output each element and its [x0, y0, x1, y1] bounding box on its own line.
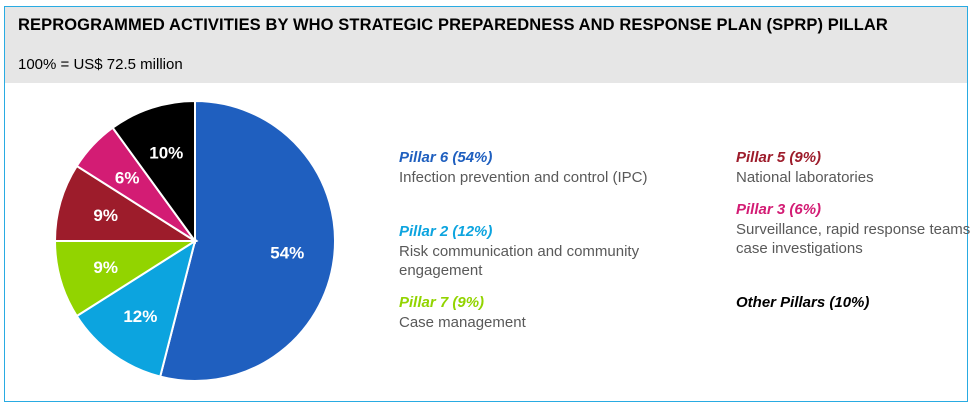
chart-header: REPROGRAMMED ACTIVITIES BY WHO STRATEGIC…: [5, 7, 967, 83]
pie-label-pillar-2: 12%: [123, 307, 157, 326]
chart-title: REPROGRAMMED ACTIVITIES BY WHO STRATEGIC…: [18, 16, 888, 34]
chart-subtitle: 100% = US$ 72.5 million: [18, 56, 183, 73]
pie-label-pillar-7: 9%: [93, 258, 118, 277]
pie-slice-pillar-7: [53, 240, 199, 318]
pie-label-pillar-3: 6%: [115, 168, 140, 187]
legend-pillar2-desc: Risk communication and community engagem…: [399, 243, 640, 279]
pie-label-pillar-6: 54%: [270, 244, 304, 263]
legend-other-head: Other Pillars (10%): [736, 294, 870, 311]
legend-pillar3: Pillar 3 (6%) Surveillance, rapid respon…: [736, 200, 974, 258]
pie-label-other-pillars: 10%: [149, 144, 183, 163]
legend-pillar6-head: Pillar 6 (54%): [399, 149, 493, 166]
legend-pillar6: Pillar 6 (54%) Infection prevention and …: [399, 148, 679, 187]
legend-pillar6-desc: Infection prevention and control (IPC): [399, 169, 648, 186]
pie-slice-pillar-5: [53, 164, 199, 242]
pie-label-pillar-5: 9%: [93, 206, 118, 225]
legend-pillar3-head: Pillar 3 (6%): [736, 201, 822, 218]
pie-slice-pillar-2: [75, 238, 197, 378]
legend-other: Other Pillars (10%): [736, 293, 974, 312]
chart-frame: REPROGRAMMED ACTIVITIES BY WHO STRATEGIC…: [4, 6, 974, 402]
pie-chart: 54% 12% 9% 9% 6% 10%: [53, 99, 336, 382]
pie-slice-other-pillars: [111, 99, 196, 245]
legend-pillar5-head: Pillar 5 (9%): [736, 149, 822, 166]
legend-pillar7-head: Pillar 7 (9%): [399, 294, 485, 311]
legend-pillar3-desc: Surveillance, rapid response teams and c…: [736, 221, 974, 257]
legend-pillar2-head: Pillar 2 (12%): [399, 223, 493, 240]
pie-slice-pillar-6: [158, 99, 336, 382]
legend-pillar7: Pillar 7 (9%) Case management: [399, 293, 679, 332]
legend-pillar5-desc: National laboratories: [736, 169, 874, 186]
legend-pillar2: Pillar 2 (12%) Risk communication and co…: [399, 222, 679, 280]
legend-pillar7-desc: Case management: [399, 314, 526, 331]
legend-pillar5: Pillar 5 (9%) National laboratories: [736, 148, 974, 187]
